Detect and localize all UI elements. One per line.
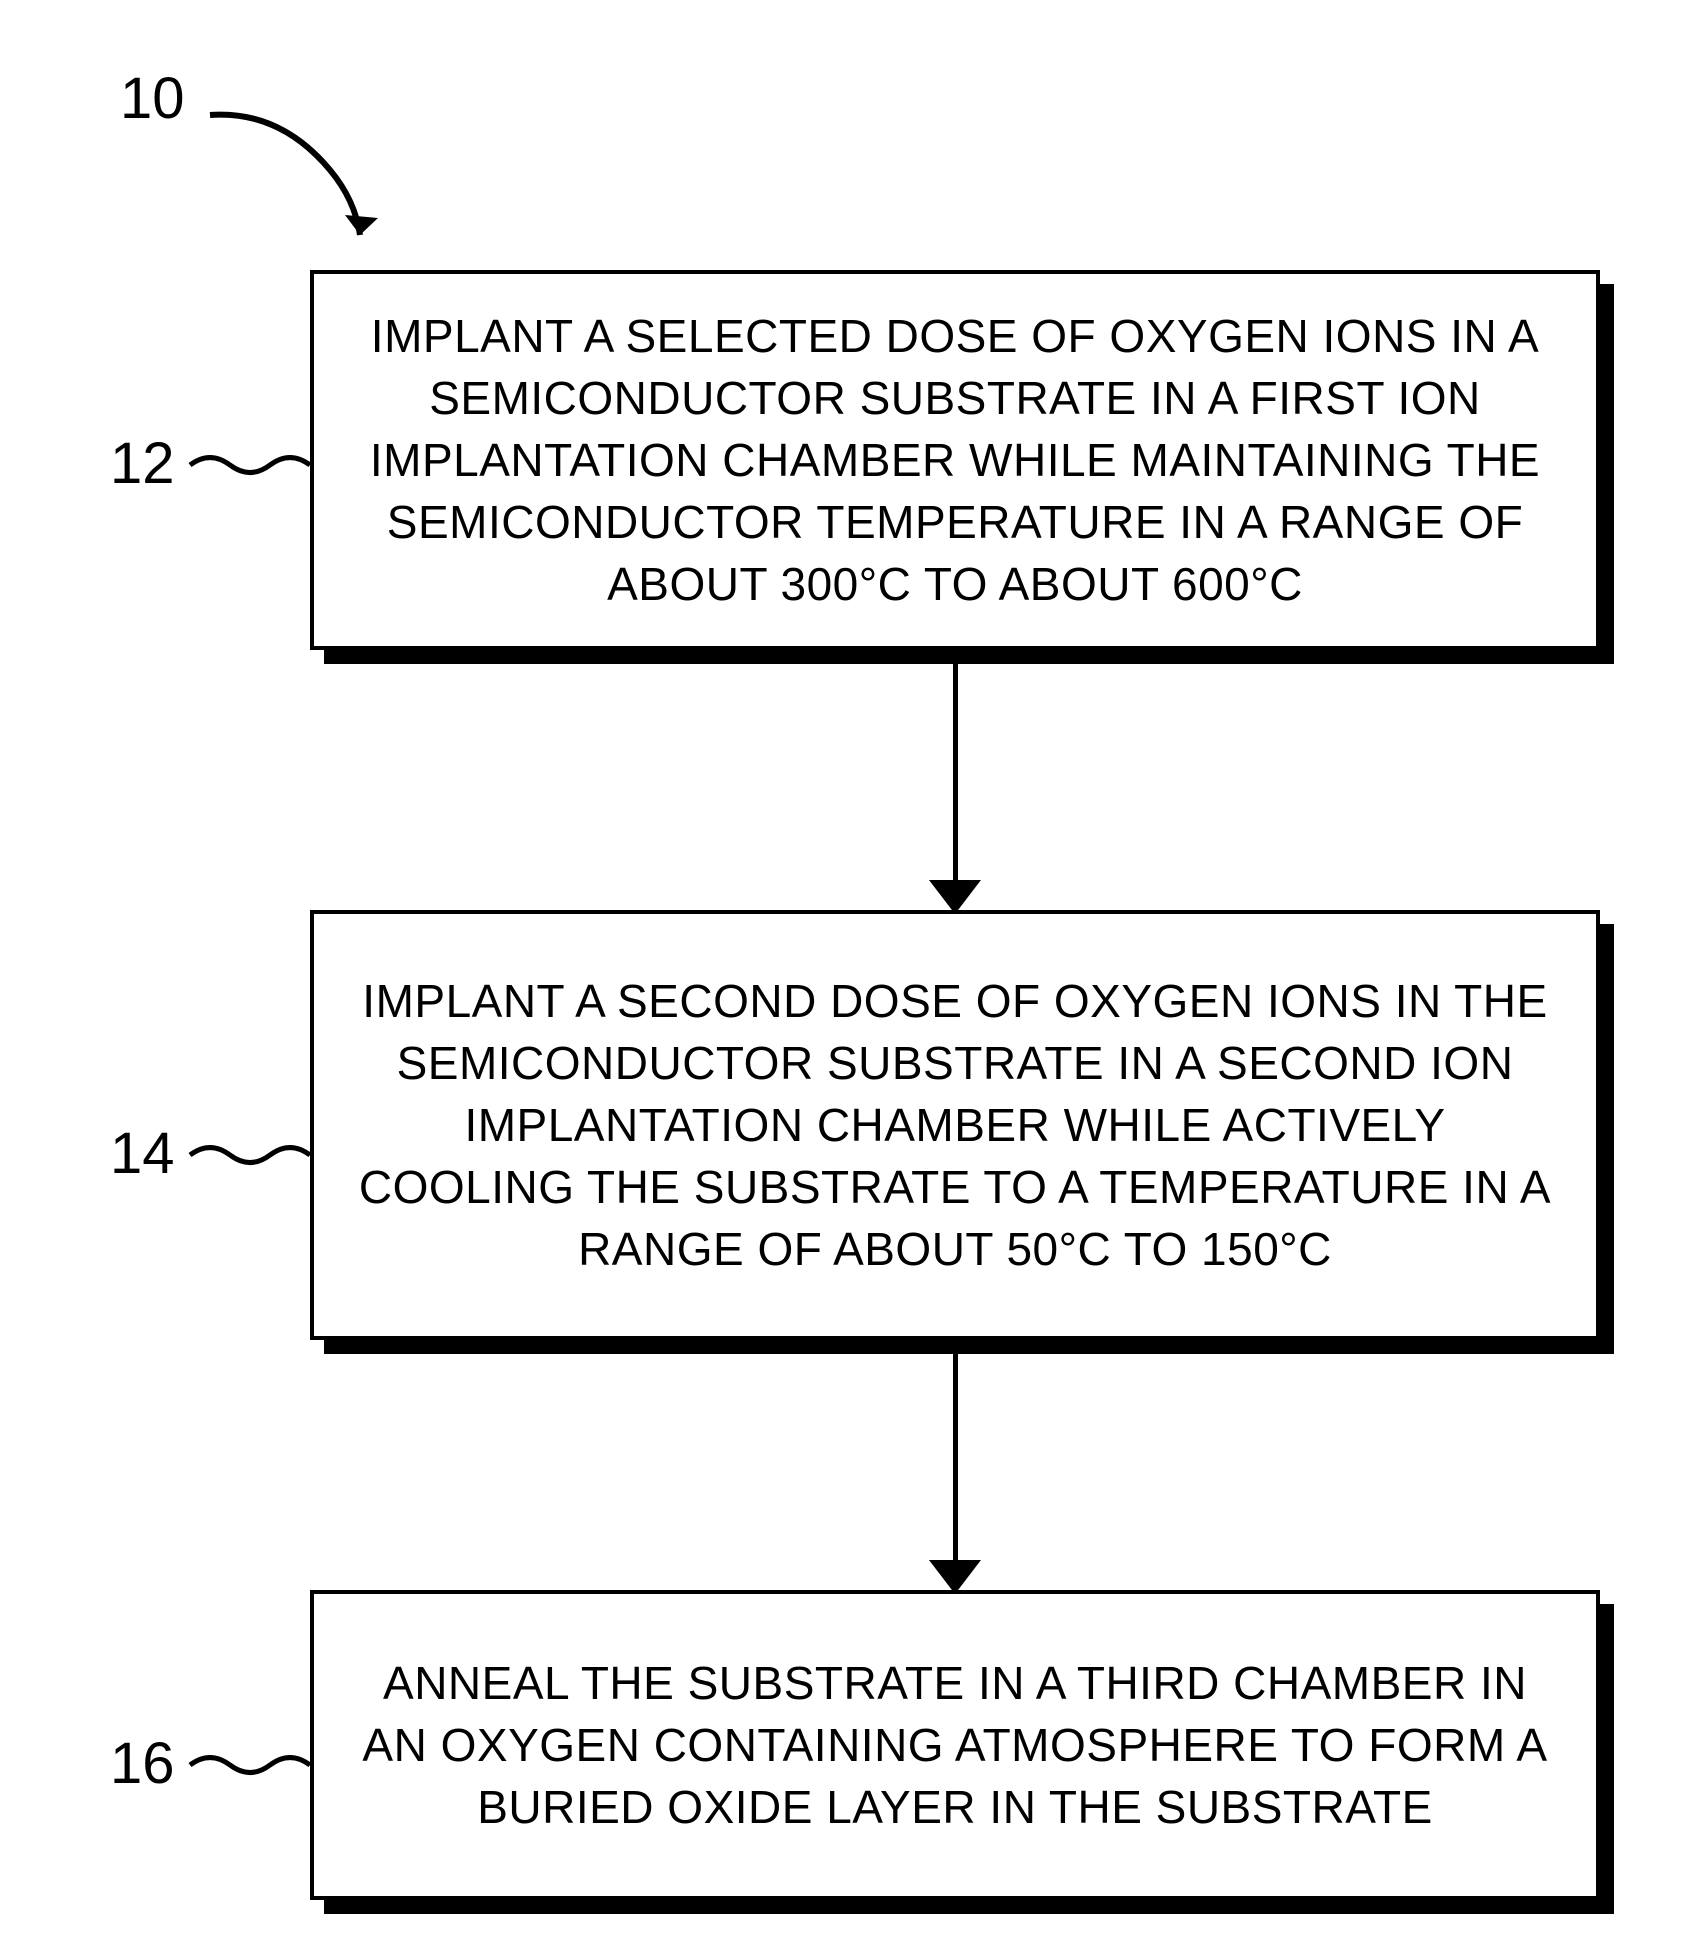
arrow-1-line [953,655,958,885]
ref-14-connector-icon [185,1135,315,1175]
ref-14-label: 14 [110,1120,175,1187]
ref-16-label: 16 [110,1730,175,1797]
step-1-box: IMPLANT A SELECTED DOSE OF OXYGEN IONS I… [310,270,1600,650]
arrow-2-line [953,1345,958,1565]
ref-12-connector-icon [185,445,315,485]
step-2-box: IMPLANT A SECOND DOSE OF OXYGEN IONS IN … [310,910,1600,1340]
diagram-ref-label: 10 [120,65,185,132]
ref-10-arrow-icon [200,100,400,280]
arrow-1-head-icon [929,880,981,914]
step-3-text: ANNEAL THE SUBSTRATE IN A THIRD CHAMBER … [354,1652,1556,1838]
step-1-text: IMPLANT A SELECTED DOSE OF OXYGEN IONS I… [354,305,1556,615]
ref-16-connector-icon [185,1745,315,1785]
step-2-text: IMPLANT A SECOND DOSE OF OXYGEN IONS IN … [354,970,1556,1280]
step-3-box: ANNEAL THE SUBSTRATE IN A THIRD CHAMBER … [310,1590,1600,1900]
arrow-2-head-icon [929,1560,981,1594]
ref-12-label: 12 [110,430,175,497]
